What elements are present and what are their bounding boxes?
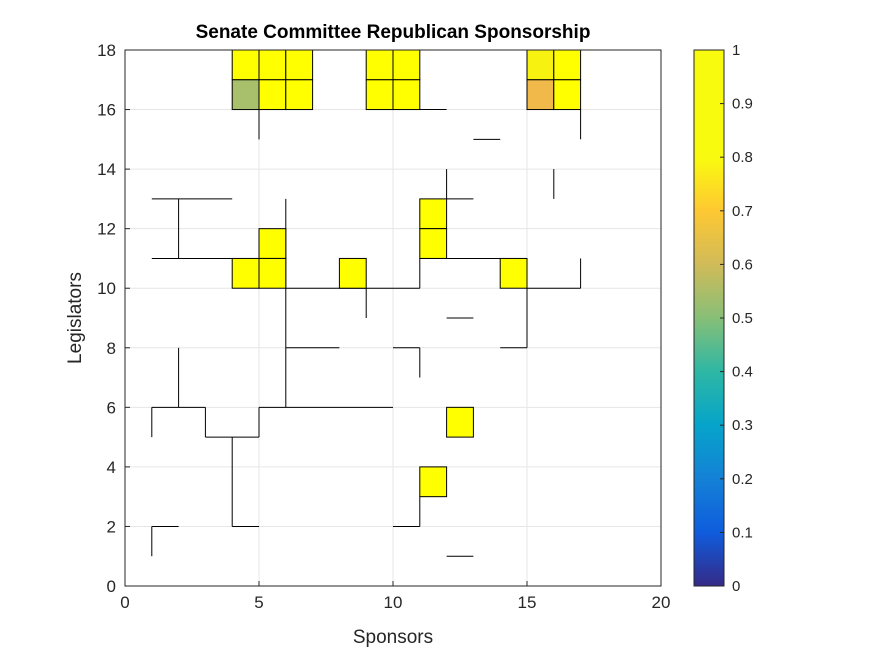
y-tick-label: 6 — [107, 398, 116, 417]
colorbar-tick-label: 0.4 — [732, 364, 753, 381]
y-tick-label: 12 — [97, 220, 116, 239]
heatmap-cell — [285, 49, 314, 81]
y-tick-label: 10 — [97, 279, 116, 298]
colorbar-tick-label: 0.3 — [732, 417, 753, 434]
heatmap-cell — [285, 79, 314, 111]
colorbar-tick-label: 0.5 — [732, 310, 753, 327]
y-tick-label: 4 — [107, 458, 116, 477]
heatmap-cell — [419, 466, 448, 498]
y-axis-label: Legislators — [65, 272, 86, 364]
x-tick-label: 15 — [518, 593, 537, 612]
x-tick-label: 0 — [120, 593, 129, 612]
y-tick-label: 16 — [97, 101, 116, 120]
y-tick-label: 8 — [107, 339, 116, 358]
heatmap-cell — [392, 49, 421, 81]
x-tick-label: 5 — [254, 593, 263, 612]
axis-ticks: 0 5 10 15 20 0 2 4 6 8 10 12 14 16 18 — [97, 41, 670, 612]
x-tick-label: 20 — [652, 593, 671, 612]
heatmap-cell — [526, 79, 555, 111]
heatmap-cell — [392, 79, 421, 111]
heatmap-cell — [231, 257, 260, 289]
y-tick-label: 0 — [107, 577, 116, 596]
heatmap-cell — [499, 257, 528, 289]
heatmap-cells — [231, 49, 582, 498]
colorbar-tick-label: 0 — [732, 578, 740, 595]
y-tick-label: 18 — [97, 41, 116, 60]
heatmap-cell — [526, 49, 555, 81]
colorbar-tick-label: 0.7 — [732, 203, 753, 220]
heatmap-cell — [365, 49, 394, 81]
heatmap-cell — [446, 406, 474, 438]
heatmap-cell — [231, 79, 260, 111]
heatmap-cell — [231, 49, 260, 81]
y-tick-label: 2 — [107, 517, 116, 536]
x-axis-label: Sponsors — [353, 627, 433, 648]
heatmap-cell — [338, 257, 367, 289]
colorbar-tick-label: 0.6 — [732, 256, 753, 273]
colorbar-tick-label: 0.2 — [732, 471, 753, 488]
colorbar-tick-label: 0.8 — [732, 149, 753, 166]
colorbar-tick-label: 0.9 — [732, 96, 753, 113]
colorbar-tick-label: 0.1 — [732, 524, 753, 541]
heatmap-cell — [258, 79, 287, 111]
colorbar-ticks: 0 0.1 0.2 0.3 0.4 0.5 0.6 0.7 0.8 0.9 1 — [720, 42, 753, 595]
heatmap-cell — [553, 49, 582, 81]
heatmap-cell — [365, 79, 394, 111]
heatmap-cell — [258, 228, 287, 259]
x-tick-label: 10 — [384, 593, 403, 612]
heatmap-cell — [258, 257, 287, 289]
chart-title: Senate Committee Republican Sponsorship — [196, 22, 591, 43]
colorbar — [693, 49, 725, 587]
sponsorship-edges — [151, 109, 582, 557]
heatmap-cell — [419, 228, 448, 259]
heatmap-cell — [419, 198, 448, 230]
y-tick-label: 14 — [97, 160, 116, 179]
heatmap-cell — [258, 49, 287, 81]
heatmap-cell — [553, 79, 582, 111]
colorbar-tick-label: 1 — [732, 42, 740, 59]
